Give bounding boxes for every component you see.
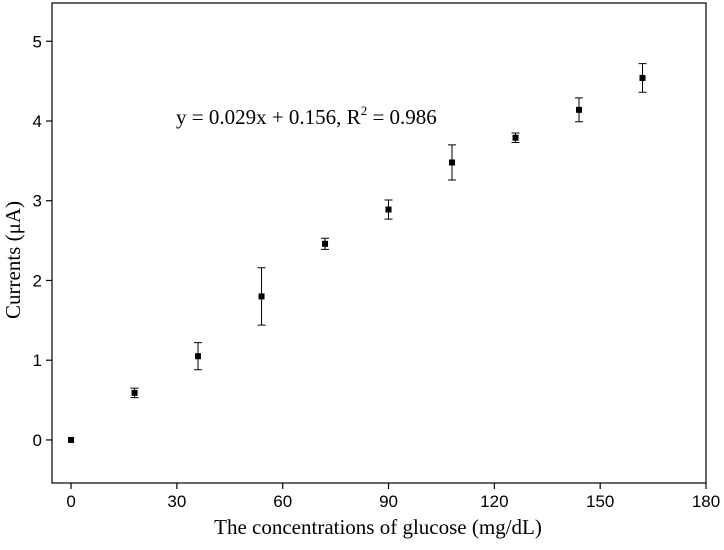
point — [68, 436, 75, 443]
annotation-text: y = 0.029x + 0.156, R — [176, 105, 361, 129]
annotation-after: = 0.986 — [367, 105, 437, 129]
point — [195, 353, 202, 360]
x-tick-label: 90 — [379, 492, 398, 511]
annotation: y = 0.029x + 0.156, R2 = 0.986 — [176, 103, 437, 129]
y-tick-label: 4 — [33, 112, 42, 131]
y-tick-label: 3 — [33, 192, 42, 211]
point — [512, 134, 519, 141]
y-axis-title: Currents (μA) — [1, 201, 25, 319]
point — [639, 74, 646, 81]
point — [322, 240, 329, 247]
x-tick-label: 0 — [66, 492, 75, 511]
annotation-superscript: 2 — [361, 103, 368, 118]
x-axis-title: The concentrations of glucose (mg/dL) — [214, 515, 542, 539]
point — [258, 293, 265, 300]
x-tick-label: 150 — [586, 492, 614, 511]
x-tick-label: 120 — [480, 492, 508, 511]
point — [385, 206, 392, 213]
y-tick-label: 5 — [33, 32, 42, 51]
x-tick-label: 180 — [692, 492, 720, 511]
point — [576, 106, 583, 113]
x-tick-label: 60 — [273, 492, 292, 511]
y-tick-label: 0 — [33, 431, 42, 450]
y-tick-label: 2 — [33, 271, 42, 290]
x-tick-label: 30 — [167, 492, 186, 511]
point — [131, 389, 138, 396]
point — [449, 159, 456, 166]
plot-frame — [51, 2, 707, 484]
y-tick-label: 1 — [33, 351, 42, 370]
